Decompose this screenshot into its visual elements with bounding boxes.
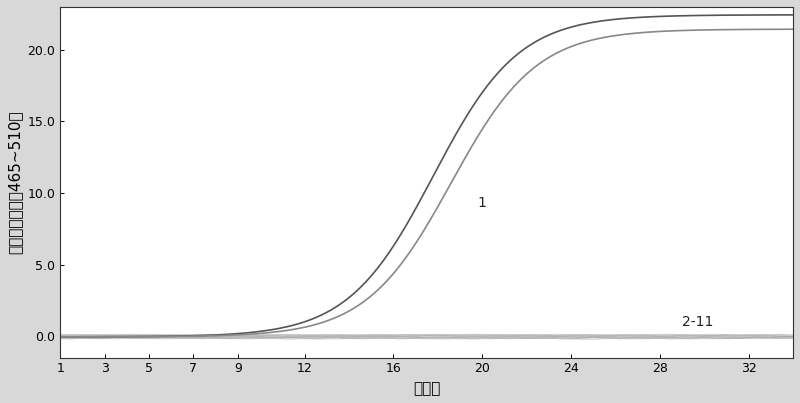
Y-axis label: 荧光信号强度（465~510）: 荧光信号强度（465~510）	[7, 110, 22, 254]
Text: 2-11: 2-11	[682, 315, 714, 329]
Text: 1: 1	[478, 196, 486, 210]
X-axis label: 循环数: 循环数	[413, 381, 440, 396]
